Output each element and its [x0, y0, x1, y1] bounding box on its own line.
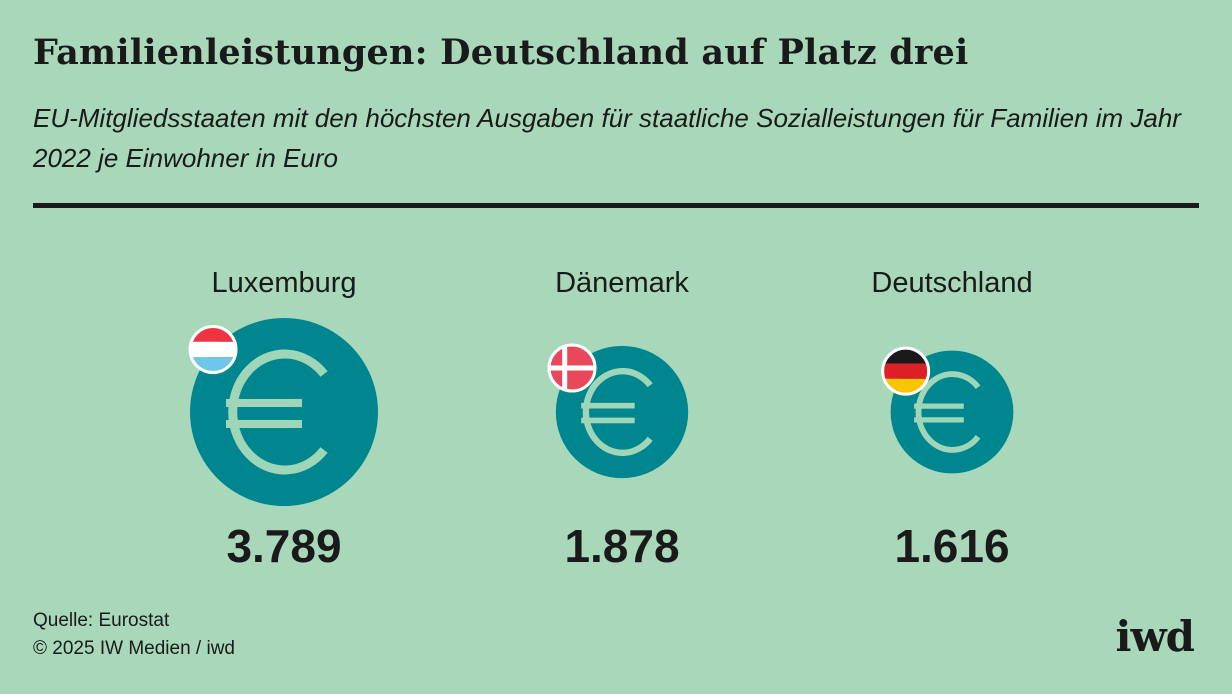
country-label: Dänemark — [555, 267, 689, 299]
denmark-flag — [547, 343, 597, 393]
iwd-logo: iwd — [1115, 612, 1195, 661]
value-label: 1.878 — [564, 520, 679, 572]
value-label: 1.616 — [894, 520, 1009, 572]
chart-title: Familienleistungen: Deutschland auf Plat… — [33, 32, 969, 73]
copyright-text: © 2025 IW Medien / iwd — [33, 638, 235, 659]
source-text: Quelle: Eurostat — [33, 610, 170, 631]
chart-subtitle: EU-Mitgliedsstaaten mit den höchsten Aus… — [33, 103, 1181, 173]
euro-icon — [226, 349, 328, 475]
country-label: Luxemburg — [211, 267, 356, 299]
value-label: 3.789 — [226, 520, 341, 572]
luxembourg-flag — [188, 324, 238, 374]
divider-rule — [33, 203, 1199, 208]
source-block: Quelle: Eurostat © 2025 IW Medien / iwd — [33, 607, 235, 663]
value-bubble — [190, 318, 378, 506]
country-label: Deutschland — [871, 267, 1032, 299]
germany-flag — [881, 346, 931, 396]
euro-icon — [914, 371, 981, 453]
euro-icon — [581, 368, 653, 456]
